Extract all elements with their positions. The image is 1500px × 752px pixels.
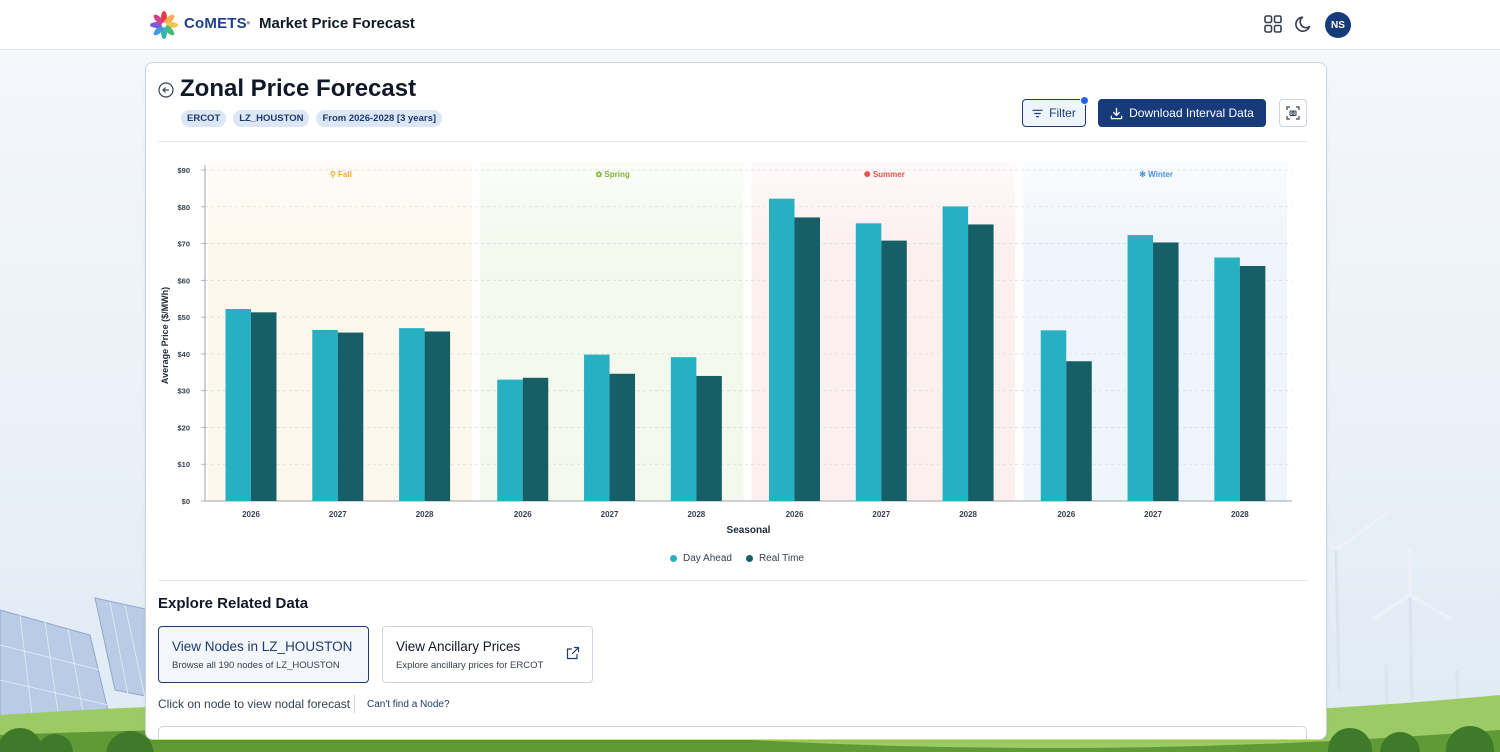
date-range-tag: From 2026-2028 [3 years] bbox=[316, 110, 443, 127]
bar-day-ahead-summer-2026 bbox=[769, 198, 795, 501]
back-arrow-icon[interactable] bbox=[158, 82, 174, 98]
chart-legend: Day Ahead Real Time bbox=[146, 553, 1326, 564]
filter-active-indicator bbox=[1080, 96, 1089, 105]
hint-separator bbox=[354, 695, 355, 713]
moon-icon[interactable] bbox=[1294, 14, 1314, 34]
brand-name[interactable]: CoMETS bbox=[184, 15, 247, 32]
real-time-swatch bbox=[745, 555, 753, 562]
legend-label-day-ahead: Day Ahead bbox=[683, 553, 732, 564]
bar-day-ahead-spring-2026 bbox=[497, 379, 523, 501]
bar-day-ahead-spring-2028 bbox=[670, 357, 697, 501]
bar-day-ahead-summer-2027 bbox=[855, 223, 882, 502]
bar-day-ahead-fall-2028 bbox=[399, 328, 425, 501]
bar-real-time-winter-2028 bbox=[1239, 265, 1266, 501]
market-tag: ERCOT bbox=[181, 110, 227, 127]
legend-label-real-time: Real Time bbox=[758, 553, 804, 564]
app-title: Market Price Forecast bbox=[259, 15, 415, 32]
comets-logo[interactable] bbox=[150, 11, 178, 39]
zonal-forecast-card: Zonal Price Forecast ERCOT LZ_HOUSTON Fr… bbox=[145, 62, 1327, 740]
x-tick-label: 2027 bbox=[329, 510, 347, 519]
zone-tag: LZ_HOUSTON bbox=[233, 110, 310, 127]
y-tick-label: $50 bbox=[177, 313, 190, 322]
bar-day-ahead-winter-2028 bbox=[1214, 257, 1240, 501]
y-tick-label: $20 bbox=[177, 423, 190, 432]
view-nodes-card[interactable]: View Nodes in LZ_HOUSTON Browse all 190 … bbox=[158, 626, 369, 683]
bar-day-ahead-fall-2027 bbox=[312, 329, 338, 501]
y-tick-label: $40 bbox=[177, 350, 190, 359]
legend-item-day-ahead[interactable]: Day Ahead bbox=[670, 553, 732, 564]
bar-real-time-spring-2028 bbox=[696, 375, 722, 501]
filter-icon bbox=[1032, 109, 1043, 117]
y-tick-label: $60 bbox=[177, 276, 190, 285]
x-axis-title: Seasonal bbox=[727, 525, 771, 536]
y-tick-label: $70 bbox=[177, 240, 190, 249]
bar-day-ahead-summer-2028 bbox=[942, 206, 969, 501]
x-tick-label: 2028 bbox=[416, 510, 434, 519]
y-tick-label: $90 bbox=[177, 166, 190, 175]
x-tick-label: 2027 bbox=[1144, 510, 1162, 519]
screenshot-icon bbox=[1286, 106, 1300, 120]
explore-section-title: Explore Related Data bbox=[158, 595, 309, 612]
x-tick-label: 2026 bbox=[786, 510, 804, 519]
view-nodes-title: View Nodes in LZ_HOUSTON bbox=[172, 639, 353, 654]
download-interval-data-button[interactable]: Download Interval Data bbox=[1098, 99, 1266, 127]
x-tick-label: 2028 bbox=[959, 510, 977, 519]
x-tick-label: 2026 bbox=[1057, 510, 1075, 519]
screenshot-button[interactable] bbox=[1279, 99, 1307, 127]
bar-real-time-fall-2027 bbox=[337, 332, 364, 501]
bar-real-time-spring-2027 bbox=[609, 373, 636, 501]
x-tick-label: 2028 bbox=[1231, 510, 1249, 519]
filter-label: Filter bbox=[1049, 106, 1076, 120]
y-tick-label: $80 bbox=[177, 203, 190, 212]
season-label-summer: ✺ Summer bbox=[864, 170, 905, 179]
bar-real-time-fall-2026 bbox=[251, 312, 277, 501]
bar-day-ahead-winter-2026 bbox=[1040, 330, 1067, 501]
bar-day-ahead-spring-2027 bbox=[584, 354, 610, 501]
x-tick-label: 2026 bbox=[514, 510, 532, 519]
cant-find-node-link[interactable]: Can't find a Node? bbox=[367, 699, 450, 710]
header-divider bbox=[158, 141, 1307, 142]
top-navigation-bar: CoMETS • Market Price Forecast NS bbox=[0, 0, 1500, 50]
bar-day-ahead-fall-2026 bbox=[225, 309, 251, 501]
season-label-winter: ✻ Winter bbox=[1139, 170, 1173, 179]
x-tick-label: 2028 bbox=[687, 510, 705, 519]
bar-real-time-fall-2028 bbox=[424, 331, 451, 501]
bar-real-time-winter-2027 bbox=[1153, 242, 1179, 502]
filter-button[interactable]: Filter bbox=[1022, 96, 1089, 127]
download-label: Download Interval Data bbox=[1129, 106, 1254, 120]
context-tags: ERCOT LZ_HOUSTON From 2026-2028 [3 years… bbox=[181, 110, 443, 127]
ancillary-title: View Ancillary Prices bbox=[396, 639, 521, 654]
external-link-icon bbox=[566, 646, 580, 660]
x-tick-label: 2026 bbox=[242, 510, 260, 519]
y-tick-label: $0 bbox=[182, 497, 190, 506]
season-label-fall: ⚲ Fall bbox=[330, 170, 352, 179]
page-title: Zonal Price Forecast bbox=[180, 75, 417, 102]
apps-grid-icon[interactable] bbox=[1263, 14, 1283, 34]
view-ancillary-prices-card[interactable]: View Ancillary Prices Explore ancillary … bbox=[382, 626, 593, 683]
bar-real-time-summer-2028 bbox=[968, 224, 994, 501]
view-nodes-subtitle: Browse all 190 nodes of LZ_HOUSTON bbox=[172, 660, 340, 671]
season-label-spring: ✿ Spring bbox=[595, 170, 629, 179]
node-click-hint: Click on node to view nodal forecast bbox=[158, 697, 351, 711]
bar-real-time-spring-2026 bbox=[522, 377, 549, 501]
bar-real-time-summer-2027 bbox=[881, 240, 907, 501]
x-tick-label: 2027 bbox=[872, 510, 890, 519]
brand-separator: • bbox=[246, 15, 251, 30]
user-avatar[interactable]: NS bbox=[1325, 12, 1351, 38]
download-icon bbox=[1110, 107, 1123, 119]
legend-item-real-time[interactable]: Real Time bbox=[745, 553, 804, 564]
ancillary-subtitle: Explore ancillary prices for ERCOT bbox=[396, 660, 544, 671]
seasonal-price-chart: $0 $10 $20 $30 $40 $50 $60 $70 $80 $90 ⚲ Fall 2026 2… bbox=[160, 162, 1292, 536]
bar-real-time-summer-2026 bbox=[794, 217, 820, 501]
chart-divider bbox=[158, 580, 1307, 581]
bar-real-time-winter-2026 bbox=[1066, 361, 1092, 501]
y-tick-label: $10 bbox=[177, 460, 190, 469]
y-axis-title: Average Price ($/MWh) bbox=[160, 287, 170, 384]
x-tick-label: 2027 bbox=[601, 510, 619, 519]
bar-day-ahead-winter-2027 bbox=[1127, 235, 1154, 501]
y-tick-label: $30 bbox=[177, 387, 190, 396]
node-search-input[interactable] bbox=[158, 726, 1307, 739]
day-ahead-swatch bbox=[670, 555, 678, 562]
